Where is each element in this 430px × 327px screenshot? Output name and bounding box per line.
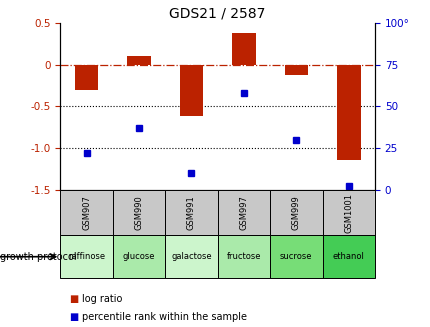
Bar [60,235,113,278]
Text: percentile rank within the sample: percentile rank within the sample [82,312,246,322]
Text: GSM990: GSM990 [134,195,143,230]
Bar [270,235,322,278]
Text: sucrose: sucrose [280,252,312,261]
Bar [217,190,270,235]
Bar [284,65,307,75]
Bar [165,235,217,278]
Title: GDS21 / 2587: GDS21 / 2587 [169,6,265,20]
Bar [322,190,374,235]
Bar [113,235,165,278]
Bar [270,190,322,235]
Text: ■: ■ [69,312,78,322]
Bar [322,235,374,278]
Bar [217,235,270,278]
Text: fructose: fructose [226,252,261,261]
Bar [336,65,360,161]
Text: growth protocol: growth protocol [0,252,77,262]
Bar [179,65,203,116]
Bar [231,33,255,65]
Text: ■: ■ [69,294,78,304]
Bar [113,190,165,235]
Bar [127,56,150,65]
Bar [74,65,98,90]
Text: galactose: galactose [171,252,211,261]
Text: GSM1001: GSM1001 [344,193,353,232]
Text: log ratio: log ratio [82,294,122,304]
Text: ethanol: ethanol [332,252,364,261]
Text: GSM991: GSM991 [187,195,196,230]
Text: GSM997: GSM997 [239,195,248,230]
Text: GSM999: GSM999 [291,195,300,230]
Bar [165,190,217,235]
Text: glucose: glucose [123,252,155,261]
Bar [60,190,113,235]
Text: GSM907: GSM907 [82,195,91,230]
Text: raffinose: raffinose [68,252,105,261]
